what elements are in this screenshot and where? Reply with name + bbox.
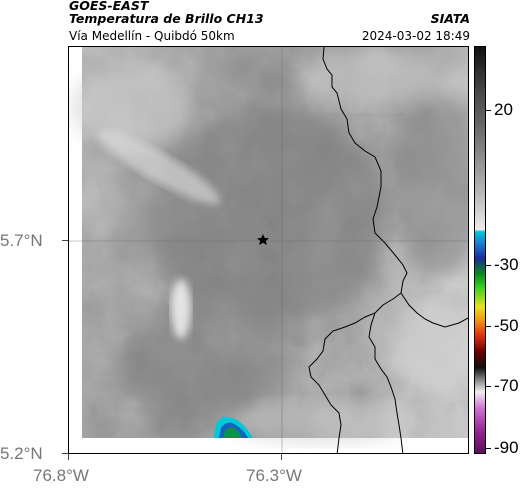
lat-label: 5.2°N	[0, 444, 43, 463]
brightness-temperature-field	[69, 47, 468, 444]
colorbar-tick	[486, 386, 491, 387]
lat-tick	[62, 453, 68, 454]
colorbar-tick	[486, 326, 491, 327]
cold-cloud-top	[214, 416, 253, 438]
colorbar-label: -90	[494, 438, 519, 457]
satellite-title: GOES-EAST	[69, 0, 149, 13]
borders	[308, 47, 468, 453]
lon-label: 76.3°W	[246, 466, 302, 485]
colorbar-label: -50	[494, 316, 519, 335]
datetime-label: 2024-03-02 18:49	[361, 29, 470, 43]
product-title: Temperatura de Brillo CH13	[69, 11, 264, 26]
lon-label: 76.8°W	[33, 466, 89, 485]
satellite-map	[68, 46, 469, 454]
colorbar	[474, 46, 486, 454]
org-label: SIATA	[430, 11, 470, 26]
colorbar-label: -30	[494, 255, 519, 274]
lat-tick	[62, 240, 68, 241]
graticule	[69, 47, 468, 453]
star-icon	[257, 234, 269, 245]
colorbar-tick	[486, 448, 491, 449]
colorbar-tick	[486, 265, 491, 266]
lat-label: 5.7°N	[0, 231, 43, 250]
colorbar-tick	[486, 110, 491, 111]
lon-tick	[281, 454, 282, 460]
colorbar-label: 20	[494, 100, 513, 119]
colorbar-label: -70	[494, 376, 519, 395]
satellite-imagery	[69, 47, 468, 453]
lon-tick	[68, 454, 69, 460]
region-label: Vía Medellín - Quibdó 50km	[69, 29, 235, 43]
